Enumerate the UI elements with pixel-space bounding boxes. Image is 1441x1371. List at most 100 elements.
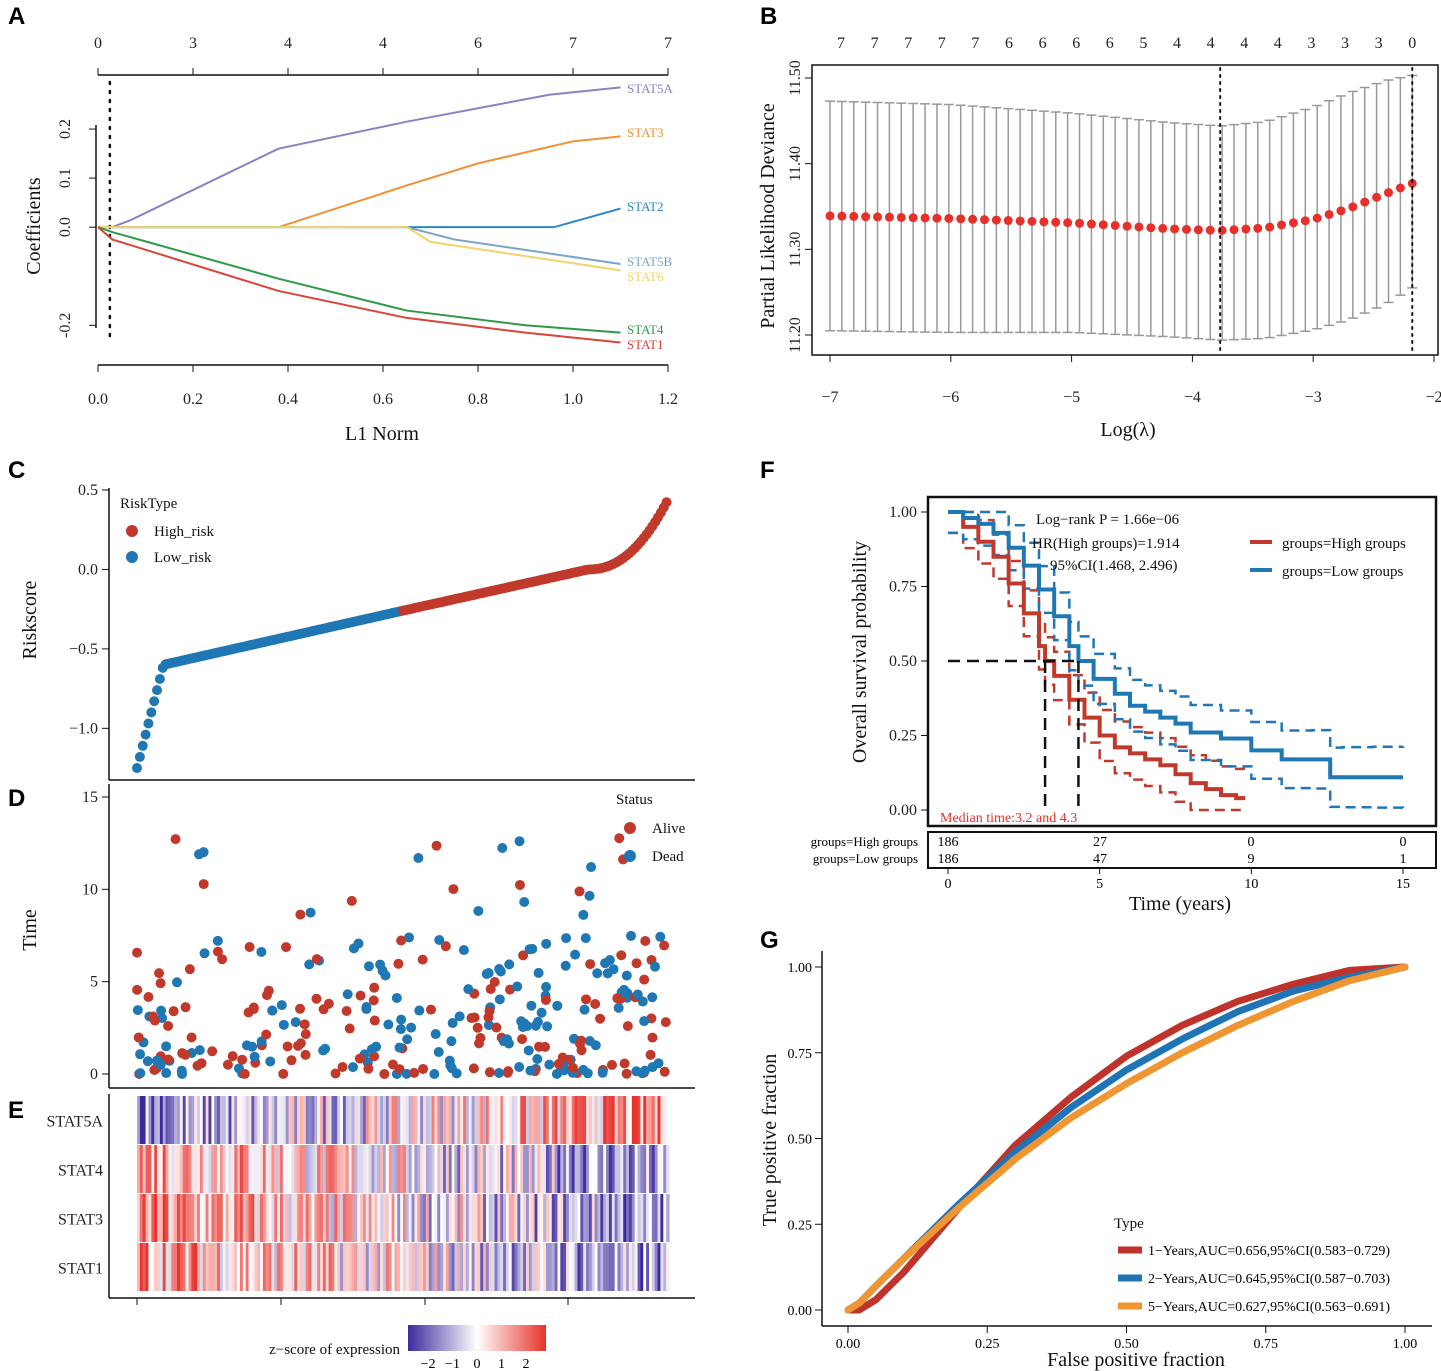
panel-e-heat-cell <box>397 1145 401 1193</box>
panel-f-median-text: Median time:3.2 and 4.3 <box>940 811 1077 826</box>
panel-e-heat-cell <box>566 1096 570 1144</box>
panel-b-deviance-point <box>1015 216 1025 226</box>
panel-e-heat-cell <box>600 1243 604 1291</box>
panel-e-heat-cell <box>420 1096 424 1144</box>
panel-d-time-point <box>637 996 648 1007</box>
panel-e-heat-cell <box>488 1096 493 1144</box>
panel-e-heat-cell <box>611 1096 616 1144</box>
panel-d-time-point <box>295 909 306 920</box>
panel-f-median-guides <box>948 659 1080 810</box>
panel-e-heat-cell <box>497 1194 501 1242</box>
panel-d-time-point <box>278 1019 289 1030</box>
panel-e-heat-cell <box>342 1194 347 1242</box>
panel-b-toptick-label: 4 <box>1173 35 1181 52</box>
panel-b-deviance-point <box>1158 223 1168 233</box>
panel-f-ytick-label: 1.00 <box>889 504 917 521</box>
panel-g-ylabel: True positive fraction <box>759 1054 781 1227</box>
panel-e-heat-cell <box>348 1194 353 1242</box>
panel-e-heat-cell <box>262 1194 267 1242</box>
panel-d-time-point <box>265 1056 276 1067</box>
panel-e-heat-cell <box>491 1145 496 1193</box>
panel-e-heat-cell <box>631 1194 636 1242</box>
panel-e-heat-cell <box>474 1096 478 1144</box>
panel-c-ytick-label: −1.0 <box>69 720 98 737</box>
panel-e-heat-cell <box>663 1194 667 1242</box>
panel-e-heat-cell <box>162 1145 167 1193</box>
panel-d-time-point <box>346 895 357 906</box>
panel-e-heat-cell <box>374 1096 378 1144</box>
panel-e-heat-cell <box>568 1243 573 1291</box>
panel-b-ytick-label: 11.20 <box>787 317 804 352</box>
panel-f-ci-lower-high <box>948 531 1246 812</box>
panel-e-heat-cell <box>239 1096 244 1144</box>
panel-e-heat-cell <box>237 1243 241 1291</box>
panel-b-toptick-label: 7 <box>871 35 879 52</box>
panel-e-heat-cell <box>560 1243 564 1291</box>
panel-d-time-point <box>434 934 445 945</box>
panel-f-ytick-label: 0.75 <box>889 579 917 596</box>
panel-e-heat-cell <box>211 1243 215 1291</box>
panel-e-heat-cell <box>620 1194 624 1242</box>
panel-e-heat-cell <box>554 1243 559 1291</box>
panel-d-time-point <box>592 968 603 979</box>
panel-d-time-point <box>168 1006 179 1017</box>
panel-e-heat-cell <box>245 1194 250 1242</box>
panel-b-deviance-point <box>1122 221 1132 231</box>
panel-b-deviance-point <box>920 213 930 223</box>
panel-e-heat-cell <box>643 1096 647 1144</box>
panel-e-heat-cell <box>468 1145 473 1193</box>
panel-d-time-point <box>440 941 451 952</box>
panel-f-hr: HR(High groups)=1.914 <box>1032 536 1180 552</box>
panel-e-heat-cell <box>571 1243 576 1291</box>
panel-e-heat-cell <box>445 1096 450 1144</box>
panel-e-heat-cell <box>177 1243 181 1291</box>
panel-c-riskscore-point <box>149 696 160 707</box>
panel-e-heat-cell <box>448 1243 453 1291</box>
panel-d-time-point <box>161 1041 172 1052</box>
panel-d-time-point <box>483 968 494 979</box>
panel-e-heat-cell <box>297 1194 301 1242</box>
panel-e-heat-cell <box>560 1145 564 1193</box>
panel-d-time-point <box>132 984 143 995</box>
panel-b-deviance-point <box>1312 213 1322 223</box>
panel-d-ytick-label: 10 <box>82 881 98 898</box>
panel-e-heat-cell <box>257 1243 261 1291</box>
panel-f-kaplan-meier: 0.00 0.25 0.50 0.75 1.00 Log−rank P = 1.66e−… <box>811 495 1438 915</box>
panel-a-toptick-label: 3 <box>189 35 197 52</box>
panel-d-time-point <box>135 1049 146 1060</box>
panel-e-heat-cell <box>362 1145 367 1193</box>
panel-e-heat-cell <box>457 1145 461 1193</box>
panel-e-heat-cell <box>651 1145 656 1193</box>
panel-e-heat-cell <box>248 1194 253 1242</box>
panel-b-toptick-label: 7 <box>837 35 845 52</box>
panel-e-heat-cell <box>360 1243 364 1291</box>
panel-f-ytick-label: 0.25 <box>889 728 917 745</box>
panel-e-heat-cell <box>357 1243 361 1291</box>
panel-d-time-point <box>597 1067 608 1078</box>
panel-b-deviance-point <box>1348 202 1358 212</box>
panel-e-heat-cell <box>494 1243 498 1291</box>
panel-e-heat-cell <box>214 1243 218 1291</box>
panel-e-heat-cell <box>423 1096 427 1144</box>
panel-e-heat-cell <box>365 1145 370 1193</box>
panel-e-heat-cell <box>606 1243 610 1291</box>
panel-d-survival-time: 0 5 10 15 Time Status Alive Dead <box>19 784 695 1089</box>
panel-e-heat-cell <box>654 1243 659 1291</box>
panel-e-heat-cell <box>380 1243 384 1291</box>
panel-e-heat-cell <box>297 1243 301 1291</box>
panel-e-heat-cell <box>580 1145 584 1193</box>
panel-e-heat-cell <box>437 1145 441 1193</box>
panel-e-heat-cell <box>594 1096 599 1144</box>
panel-e-heat-cell <box>219 1096 224 1144</box>
panel-e-heat-cell <box>197 1243 201 1291</box>
panel-b-deviance-point <box>873 212 883 222</box>
panel-d-time-point <box>448 884 459 895</box>
panel-e-heat-cell <box>159 1096 164 1144</box>
panel-e-heat-cell <box>325 1096 330 1144</box>
panel-e-heat-cell <box>503 1194 507 1242</box>
panel-f-xtick-label: 5 <box>1096 877 1103 892</box>
panel-b-toptick-label: 6 <box>1005 35 1013 52</box>
panel-e-heat-cell <box>354 1194 358 1242</box>
panel-e-heat-cell <box>148 1194 152 1242</box>
panel-e-heat-cell <box>551 1194 556 1242</box>
